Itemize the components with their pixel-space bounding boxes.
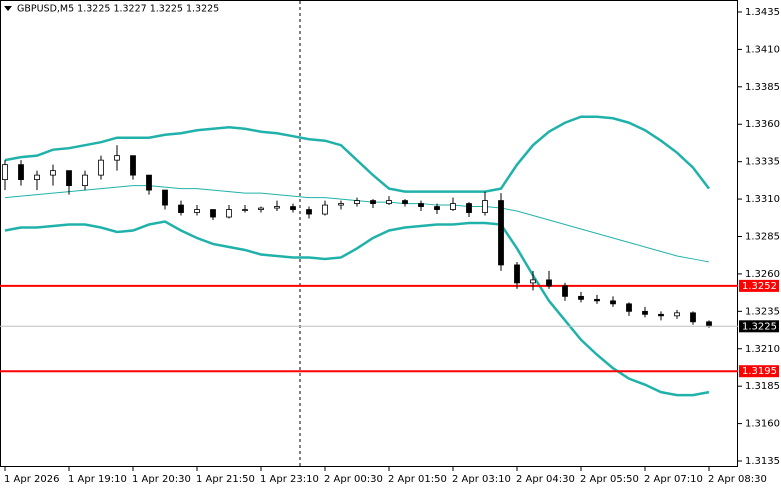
level-label: 1.3252 [742, 281, 777, 292]
candle-body [322, 204, 328, 215]
candle-body [658, 313, 664, 317]
x-tick-label: 2 Apr 01:50 [388, 474, 447, 485]
x-tick-label: 2 Apr 07:10 [644, 474, 703, 485]
candle-body [82, 174, 88, 187]
last-price-bg [739, 320, 779, 333]
bollinger-band [4, 115, 710, 193]
last-price-label: 1.3225 [742, 321, 777, 332]
candle-body [450, 203, 456, 210]
x-tick-label: 1 Apr 21:50 [196, 474, 255, 485]
x-tick-label: 2 Apr 08:30 [708, 474, 767, 485]
candle-body [594, 298, 600, 302]
candle-body [402, 200, 408, 204]
x-tick-label: 2 Apr 05:50 [580, 474, 639, 485]
level-label: 1.3195 [742, 366, 777, 377]
y-tick-label: 1.3260 [745, 269, 780, 280]
candle-body [434, 206, 440, 210]
candle-body [674, 312, 680, 317]
candle-body [178, 204, 184, 213]
candle-body [2, 164, 8, 181]
level-label-bg [739, 365, 779, 378]
x-tick-label: 1 Apr 23:10 [260, 474, 319, 485]
y-tick-label: 1.3385 [745, 82, 780, 93]
candle-body [706, 321, 712, 327]
candle-body [66, 170, 72, 187]
candle-body [18, 164, 24, 181]
candle-body [482, 200, 488, 213]
candle-body [114, 155, 120, 161]
candle-body [530, 279, 536, 284]
candle-body [162, 189, 168, 206]
y-tick-label: 1.3135 [745, 456, 780, 467]
y-tick-label: 1.3335 [745, 157, 780, 168]
y-tick-label: 1.3210 [745, 344, 780, 355]
candle-body [98, 159, 104, 176]
candle-body [354, 200, 360, 204]
candle-body [226, 209, 232, 218]
x-tick-label: 1 Apr 19:10 [68, 474, 127, 485]
candle-body [578, 295, 584, 300]
candle-body [642, 310, 648, 315]
candle-body [242, 209, 248, 211]
menu-icon[interactable] [4, 6, 12, 11]
y-tick-label: 1.3185 [745, 381, 780, 392]
x-tick-label: 1 Apr 20:30 [132, 474, 191, 485]
candle-body [514, 264, 520, 284]
candle-body [498, 200, 504, 266]
candle-body [290, 206, 296, 210]
y-tick-label: 1.3410 [745, 44, 780, 55]
candle-body [546, 279, 552, 287]
y-tick-label: 1.3285 [745, 231, 780, 242]
candle-body [210, 209, 216, 218]
candle-body [690, 312, 696, 323]
level-label-bg [739, 279, 779, 292]
x-tick-label: 2 Apr 00:30 [324, 474, 383, 485]
candle-body [258, 207, 264, 210]
candle-body [306, 209, 312, 215]
candle-body [130, 155, 136, 176]
candle-body [50, 170, 56, 176]
candle-body [418, 203, 424, 207]
candle-body [386, 200, 392, 204]
candle-body [626, 303, 632, 312]
candle-body [338, 203, 344, 206]
candle-body [34, 174, 40, 181]
chart-title: GBPUSD,M5 1.3225 1.3227 1.3225 1.3225 [17, 4, 219, 15]
candle-body [370, 200, 376, 204]
candle-body [194, 209, 200, 213]
candle-body [146, 174, 152, 191]
y-tick-label: 1.3435 [745, 7, 780, 18]
x-tick-label: 2 Apr 03:10 [452, 474, 511, 485]
x-tick-label: 2 Apr 04:30 [516, 474, 575, 485]
candle-body [610, 300, 616, 305]
y-tick-label: 1.3235 [745, 306, 780, 317]
y-tick-label: 1.3160 [745, 419, 780, 430]
candle-body [562, 285, 568, 297]
candle-body [274, 206, 280, 209]
bollinger-band [4, 220, 710, 397]
y-tick-label: 1.3360 [745, 119, 780, 130]
candle-body [466, 203, 472, 213]
plot-frame [0, 0, 738, 467]
y-tick-label: 1.3310 [745, 194, 780, 205]
x-tick-label: 1 Apr 2026 [4, 474, 59, 485]
